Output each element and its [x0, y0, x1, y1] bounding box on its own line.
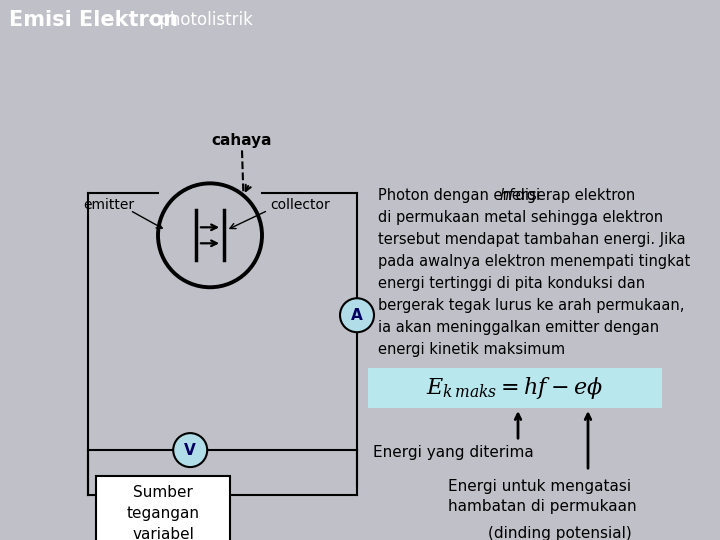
- Text: Photon dengan energi: Photon dengan energi: [378, 188, 545, 204]
- Text: $E_{k\,maks} = hf - e\phi$: $E_{k\,maks} = hf - e\phi$: [426, 375, 603, 401]
- Text: bergerak tegak lurus ke arah permukaan,: bergerak tegak lurus ke arah permukaan,: [378, 298, 685, 313]
- Text: - photolistrik: - photolistrik: [143, 11, 253, 29]
- Text: emitter: emitter: [83, 198, 134, 212]
- Text: Emisi Elektron: Emisi Elektron: [9, 10, 178, 30]
- Circle shape: [340, 298, 374, 332]
- Text: energi kinetik maksimum: energi kinetik maksimum: [378, 342, 565, 357]
- Text: Sumber
tegangan
variabel: Sumber tegangan variabel: [127, 484, 199, 540]
- Text: ia akan meninggalkan emitter dengan: ia akan meninggalkan emitter dengan: [378, 320, 659, 335]
- Text: (dinding potensial): (dinding potensial): [488, 526, 631, 540]
- Text: cahaya: cahaya: [212, 133, 272, 148]
- Text: energi tertinggi di pita konduksi dan: energi tertinggi di pita konduksi dan: [378, 276, 645, 291]
- Text: tersebut mendapat tambahan energi. Jika: tersebut mendapat tambahan energi. Jika: [378, 232, 685, 247]
- Text: pada awalnya elektron menempati tingkat: pada awalnya elektron menempati tingkat: [378, 254, 690, 269]
- Text: collector: collector: [270, 198, 330, 212]
- Text: A: A: [351, 308, 363, 323]
- Text: diserap elektron: diserap elektron: [511, 188, 636, 204]
- Text: Energi yang diterima: Energi yang diterima: [373, 445, 534, 460]
- FancyBboxPatch shape: [368, 368, 662, 408]
- Circle shape: [174, 433, 207, 467]
- Text: Energi untuk mengatasi
hambatan di permukaan: Energi untuk mengatasi hambatan di permu…: [448, 479, 636, 514]
- FancyBboxPatch shape: [96, 476, 230, 540]
- Text: hf: hf: [500, 188, 514, 204]
- Text: V: V: [184, 443, 196, 457]
- Text: di permukaan metal sehingga elektron: di permukaan metal sehingga elektron: [378, 211, 663, 225]
